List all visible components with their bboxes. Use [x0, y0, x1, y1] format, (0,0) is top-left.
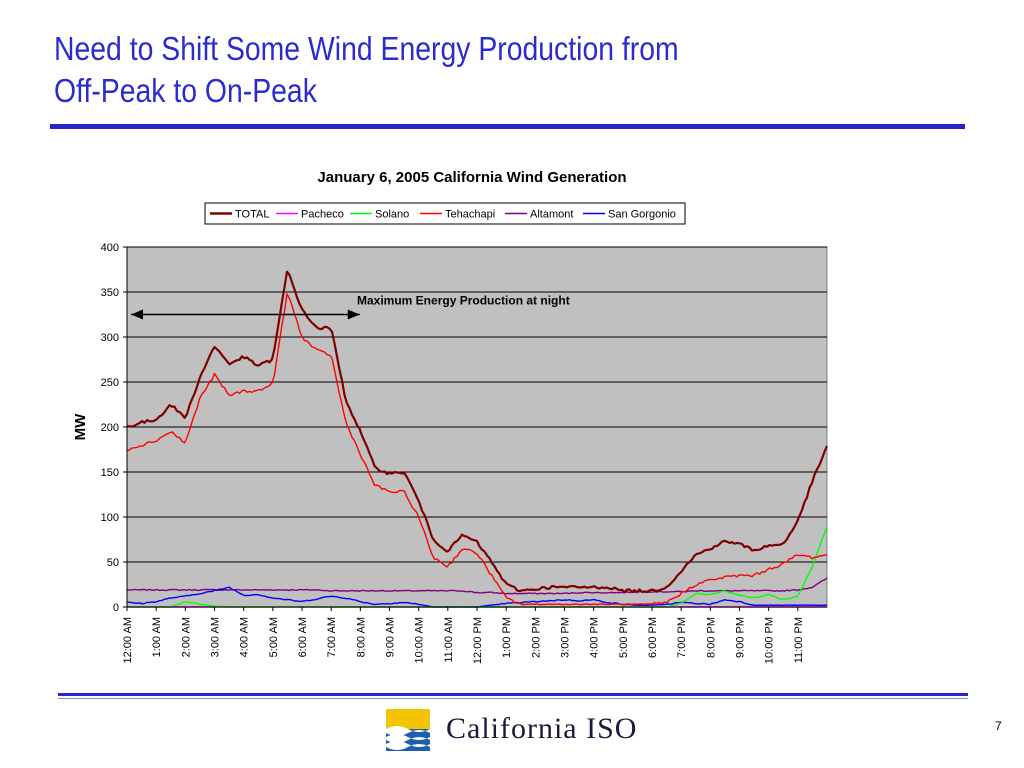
logo-text: California ISO [446, 712, 638, 745]
x-tick-label: 12:00 AM [122, 617, 134, 663]
x-tick-label: 8:00 AM [355, 617, 367, 657]
y-tick-label: 100 [101, 512, 119, 524]
x-tick-label: 1:00 PM [501, 617, 513, 658]
legend-box [204, 202, 686, 225]
x-tick-label: 7:00 PM [676, 617, 688, 658]
title-divider [50, 124, 965, 129]
legend-label: Altamont [530, 209, 573, 221]
series-line-total [126, 270, 829, 594]
x-tick-label: 4:00 PM [589, 617, 601, 658]
y-tick-label: 250 [101, 377, 119, 389]
x-tick-label: 7:00 AM [326, 617, 338, 657]
y-tick-label: 400 [101, 242, 119, 254]
slide-title-line-1: Need to Shift Some Wind Energy Productio… [54, 30, 679, 67]
x-tick-label: 2:00 AM [180, 617, 192, 657]
y-tick-label: 300 [101, 332, 119, 344]
chart-legend: TOTAL Pacheco Solano Tehachapi Altamont San G… [204, 202, 686, 225]
slide-title-line-2: Off-Peak to On-Peak [54, 72, 317, 109]
x-tick-label: 2:00 PM [530, 617, 542, 658]
x-tick-label: 5:00 PM [618, 617, 630, 658]
x-tick-label: 9:00 PM [735, 617, 747, 658]
x-tick-label: 10:00 AM [414, 617, 426, 663]
series-line-tehachapi [126, 293, 828, 606]
y-tick-label: 350 [101, 287, 119, 299]
legend-label: Solano [375, 209, 409, 221]
california-iso-logo-icon [386, 709, 430, 751]
y-tick-label: 150 [101, 467, 119, 479]
y-tick-label: 50 [107, 557, 119, 569]
x-tick-label: 6:00 PM [647, 617, 659, 658]
x-tick-label: 10:00 PM [764, 617, 776, 664]
x-tick-label: 5:00 AM [268, 617, 280, 657]
page-number: 7 [995, 719, 1002, 733]
x-tick-label: 4:00 AM [239, 617, 251, 657]
x-tick-label: 11:00 AM [443, 617, 455, 663]
annotation-arrow-head-right [347, 309, 360, 320]
x-tick-label: 9:00 AM [385, 617, 397, 657]
x-tick-label: 12:00 PM [472, 617, 484, 664]
footer-divider [58, 693, 968, 696]
legend-label: Pacheco [301, 209, 344, 221]
annotation: Maximum Energy Production at night [131, 294, 570, 320]
annotation-arrow-head-left [131, 309, 143, 320]
y-axis-label: MW [72, 413, 89, 440]
y-tick-label: 0 [113, 602, 119, 614]
annotation-text: Maximum Energy Production at night [357, 294, 570, 308]
chart-title: January 6, 2005 California Wind Generati… [317, 169, 626, 186]
x-tick-label: 8:00 PM [705, 617, 717, 658]
x-tick-label: 6:00 AM [297, 617, 309, 657]
y-tick-label: 200 [101, 422, 119, 434]
footer-divider-thin [58, 698, 968, 699]
x-tick-label: 3:00 PM [560, 617, 572, 658]
x-tick-label: 11:00 PM [793, 617, 805, 663]
x-tick-label: 1:00 AM [151, 617, 163, 657]
x-tick-label: 3:00 AM [210, 617, 222, 657]
legend-label: Tehachapi [445, 209, 495, 221]
legend-label: San Gorgonio [608, 209, 676, 221]
series-line-altamont [126, 577, 828, 595]
slide-title: Need to Shift Some Wind Energy Productio… [54, 28, 679, 112]
axes: 0 50 100 150 200 250 300 350 400 MW 12:00 AM 1:00 A… [72, 242, 827, 664]
legend-label: TOTAL [235, 209, 269, 221]
